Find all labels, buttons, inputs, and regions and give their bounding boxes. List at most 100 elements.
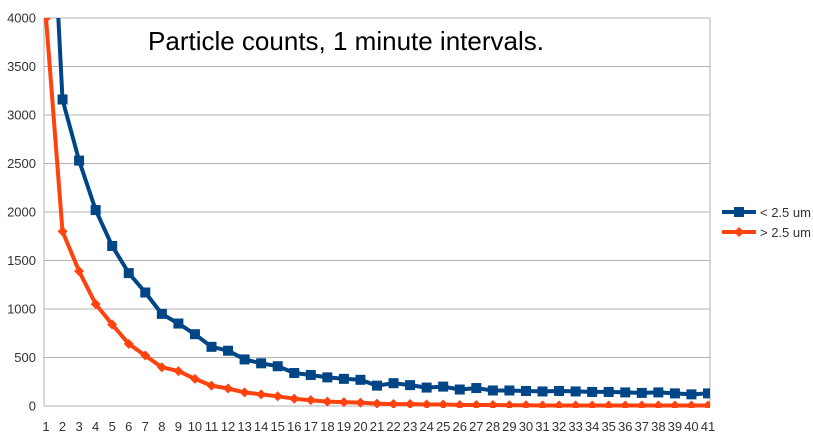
y-tick-label: 1000 xyxy=(7,302,36,317)
x-tick-label: 25 xyxy=(436,419,450,434)
x-tick-label: 18 xyxy=(320,419,334,434)
x-tick-label: 38 xyxy=(651,419,665,434)
data-point-diamond xyxy=(338,397,349,408)
x-tick-label: 28 xyxy=(486,419,500,434)
data-point-diamond xyxy=(471,400,482,408)
data-point-diamond xyxy=(305,395,316,406)
data-point-diamond xyxy=(504,400,515,408)
data-point-square xyxy=(123,268,134,279)
data-point-square xyxy=(438,381,449,392)
x-tick-label: 6 xyxy=(125,419,132,434)
data-point-diamond xyxy=(537,400,548,408)
data-point-square xyxy=(140,287,151,298)
data-point-diamond xyxy=(388,399,399,408)
x-tick-label: 24 xyxy=(419,419,433,434)
data-point-square xyxy=(620,387,631,398)
data-point-diamond xyxy=(620,400,631,408)
data-point-diamond xyxy=(156,362,167,373)
x-tick-label: 5 xyxy=(109,419,116,434)
data-point-diamond xyxy=(454,400,465,408)
data-point-square xyxy=(487,385,498,396)
x-tick-label: 35 xyxy=(601,419,615,434)
x-tick-label: 36 xyxy=(618,419,632,434)
x-tick-label: 8 xyxy=(158,419,165,434)
data-point-diamond xyxy=(123,338,134,349)
x-tick-label: 39 xyxy=(668,419,682,434)
legend-marker-square xyxy=(734,207,744,217)
data-point-diamond xyxy=(57,226,68,237)
data-point-square xyxy=(239,354,250,365)
data-point-diamond xyxy=(653,400,664,408)
grid-lines xyxy=(43,17,711,407)
data-point-diamond xyxy=(289,393,300,404)
y-tick-label: 1500 xyxy=(7,253,36,268)
data-point-square xyxy=(636,387,647,398)
data-point-square xyxy=(57,94,68,105)
x-tick-label: 14 xyxy=(254,419,268,434)
x-tick-label: 17 xyxy=(304,419,318,434)
data-point-diamond xyxy=(587,400,598,408)
x-tick-label: 29 xyxy=(502,419,516,434)
x-tick-label: 11 xyxy=(205,419,219,434)
data-point-square xyxy=(156,308,167,319)
y-tick-label: 0 xyxy=(29,399,36,414)
x-tick-label: 41 xyxy=(701,419,715,434)
y-tick-label: 2000 xyxy=(7,205,36,220)
data-point-square xyxy=(653,387,664,398)
x-tick-label: 20 xyxy=(353,419,367,434)
x-tick-label: 15 xyxy=(270,419,284,434)
y-tick-label: 2500 xyxy=(7,156,36,171)
x-tick-label: 30 xyxy=(519,419,533,434)
data-point-square xyxy=(587,386,598,397)
x-tick-label: 23 xyxy=(403,419,417,434)
data-point-diamond xyxy=(570,400,581,408)
y-tick-label: 4000 xyxy=(7,11,36,26)
series-layer xyxy=(44,18,710,408)
data-point-diamond xyxy=(189,373,200,384)
data-point-square xyxy=(289,368,300,379)
data-point-diamond xyxy=(355,397,366,408)
data-point-diamond xyxy=(636,400,647,408)
x-tick-label: 27 xyxy=(469,419,483,434)
data-point-square xyxy=(421,382,432,393)
x-tick-label: 19 xyxy=(337,419,351,434)
x-axis-ticks: 1 2 3 4 5 6 7 8 9 10 11 12 13 14 15 16 17 18 19 20 21 22 23 24 2… xyxy=(42,419,715,434)
chart-title: Particle counts, 1 minute intervals. xyxy=(148,26,544,56)
data-point-square xyxy=(305,369,316,380)
data-point-square xyxy=(537,386,548,397)
data-point-diamond xyxy=(520,400,531,408)
data-point-square xyxy=(355,374,366,385)
data-point-square xyxy=(107,240,118,251)
data-point-square xyxy=(90,205,101,216)
data-point-square xyxy=(173,318,184,329)
data-point-square xyxy=(372,380,382,391)
data-point-diamond xyxy=(554,400,565,408)
data-point-square xyxy=(272,361,283,372)
legend-item: < 2.5 um xyxy=(722,205,811,220)
legend-label: > 2.5 um xyxy=(760,225,811,240)
x-tick-label: 40 xyxy=(684,419,698,434)
x-tick-label: 31 xyxy=(535,419,549,434)
x-tick-label: 3 xyxy=(75,419,82,434)
x-tick-label: 26 xyxy=(453,419,467,434)
y-tick-label: 3500 xyxy=(7,59,36,74)
legend-label: < 2.5 um xyxy=(760,205,811,220)
x-tick-label: 22 xyxy=(386,419,400,434)
data-point-square xyxy=(471,383,482,394)
data-point-square xyxy=(223,345,234,356)
x-tick-label: 1 xyxy=(42,419,49,434)
data-point-diamond xyxy=(686,400,697,408)
x-tick-label: 9 xyxy=(175,419,182,434)
x-tick-label: 4 xyxy=(92,419,99,434)
data-point-square xyxy=(74,155,85,166)
data-point-square xyxy=(703,388,710,399)
data-point-diamond xyxy=(206,380,217,391)
data-point-square xyxy=(206,341,217,352)
y-tick-label: 3000 xyxy=(7,108,36,123)
x-tick-label: 10 xyxy=(188,419,202,434)
y-axis-ticks: 0 500 1000 1500 2000 2500 3000 3500 4000 xyxy=(7,11,36,414)
data-point-square xyxy=(454,384,465,395)
data-point-square xyxy=(256,358,267,369)
legend: < 2.5 um > 2.5 um xyxy=(722,205,811,240)
